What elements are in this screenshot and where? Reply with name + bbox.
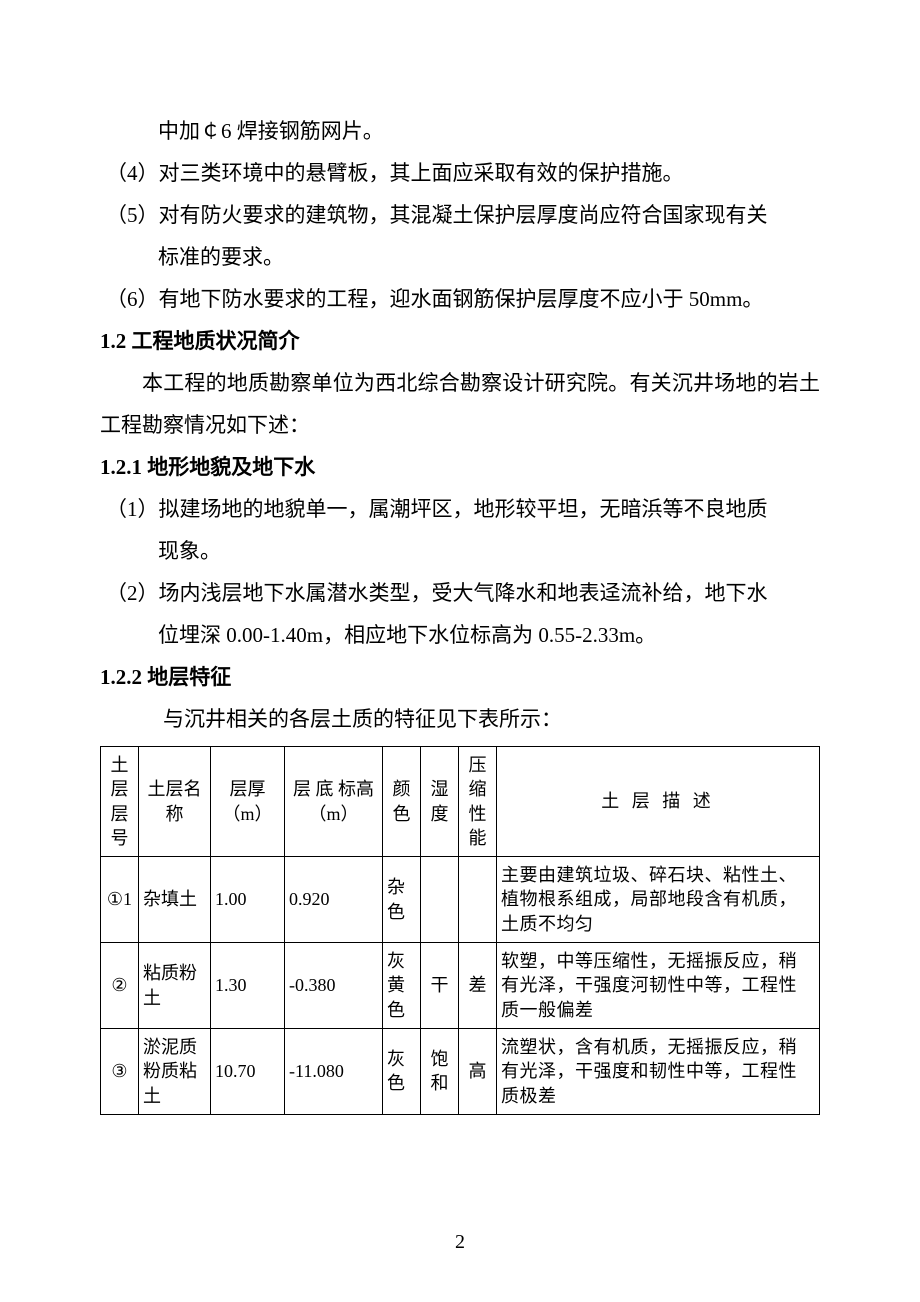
cell: 主要由建筑垃圾、碎石块、粘性土、植物根系组成，局部地段含有机质，土质不均匀 bbox=[497, 857, 820, 943]
paragraph-1-2-2: 与沉井相关的各层土质的特征见下表所示： bbox=[100, 698, 820, 740]
list-item-6: （6）有地下防水要求的工程，迎水面钢筋保护层厚度不应小于 50mm。 bbox=[106, 278, 820, 320]
cell: 粘质粉土 bbox=[139, 943, 211, 1029]
cell: 0.920 bbox=[285, 857, 383, 943]
cell: ② bbox=[101, 943, 139, 1029]
col-header: 层厚（m） bbox=[211, 747, 285, 857]
table-row: ② 粘质粉土 1.30 -0.380 灰黄色 干 差 软塑，中等压缩性，无摇振反… bbox=[101, 943, 820, 1029]
paragraph-1-2: 本工程的地质勘察单位为西北综合勘察设计研究院。有关沉井场地的岩土工程勘察情况如下… bbox=[100, 362, 820, 446]
soil-layer-table: 土层层号 土层名称 层厚（m） 层 底 标高 （m） 颜色 湿度 压缩性能 土 … bbox=[100, 746, 820, 1115]
heading-1-2-2: 1.2.2 地层特征 bbox=[100, 656, 820, 698]
cell: 杂色 bbox=[383, 857, 421, 943]
cell: 高 bbox=[459, 1028, 497, 1114]
col-header: 湿度 bbox=[421, 747, 459, 857]
cell: 淤泥质粉质粘土 bbox=[139, 1028, 211, 1114]
col-header: 压缩性能 bbox=[459, 747, 497, 857]
list-item-4: （4）对三类环境中的悬臂板，其上面应采取有效的保护措施。 bbox=[106, 152, 820, 194]
cell: 杂填土 bbox=[139, 857, 211, 943]
col-header: 土 层 描 述 bbox=[497, 747, 820, 857]
cell: 1.30 bbox=[211, 943, 285, 1029]
col-header: 土层层号 bbox=[101, 747, 139, 857]
page-number: 2 bbox=[0, 1231, 920, 1254]
table-header-row: 土层层号 土层名称 层厚（m） 层 底 标高 （m） 颜色 湿度 压缩性能 土 … bbox=[101, 747, 820, 857]
cell: ③ bbox=[101, 1028, 139, 1114]
heading-1-2: 1.2 工程地质状况简介 bbox=[100, 320, 820, 362]
list-item-121-1-line1: （1）拟建场地的地貌单一，属潮坪区，地形较平坦，无暗浜等不良地质 bbox=[106, 488, 820, 530]
heading-1-2-1: 1.2.1 地形地貌及地下水 bbox=[100, 446, 820, 488]
cell: ①1 bbox=[101, 857, 139, 943]
cell: -11.080 bbox=[285, 1028, 383, 1114]
list-item-5-line2: 标准的要求。 bbox=[100, 236, 820, 278]
col-header: 层 底 标高 （m） bbox=[285, 747, 383, 857]
cell bbox=[459, 857, 497, 943]
cell: 差 bbox=[459, 943, 497, 1029]
table-row: ①1 杂填土 1.00 0.920 杂色 主要由建筑垃圾、碎石块、粘性土、植物根… bbox=[101, 857, 820, 943]
list-item-121-1-line2: 现象。 bbox=[100, 530, 820, 572]
col-header: 颜色 bbox=[383, 747, 421, 857]
cell: 灰黄色 bbox=[383, 943, 421, 1029]
cell: 灰色 bbox=[383, 1028, 421, 1114]
list-item-121-2-line1: （2）场内浅层地下水属潜水类型，受大气降水和地表迳流补给，地下水 bbox=[106, 572, 820, 614]
cell: 1.00 bbox=[211, 857, 285, 943]
cell: 软塑，中等压缩性，无摇振反应，稍有光泽，干强度河韧性中等，工程性质一般偏差 bbox=[497, 943, 820, 1029]
cell: 10.70 bbox=[211, 1028, 285, 1114]
col-header: 土层名称 bbox=[139, 747, 211, 857]
cell: 饱和 bbox=[421, 1028, 459, 1114]
list-item-5-line1: （5）对有防火要求的建筑物，其混凝土保护层厚度尚应符合国家现有关 bbox=[106, 194, 820, 236]
list-item-121-2-line2: 位埋深 0.00-1.40m，相应地下水位标高为 0.55-2.33m。 bbox=[100, 614, 820, 656]
cell: 流塑状，含有机质，无摇振反应，稍有光泽，干强度和韧性中等，工程性质极差 bbox=[497, 1028, 820, 1114]
cell: 干 bbox=[421, 943, 459, 1029]
continuation-line: 中加￠6 焊接钢筋网片。 bbox=[100, 110, 820, 152]
cell: -0.380 bbox=[285, 943, 383, 1029]
table-row: ③ 淤泥质粉质粘土 10.70 -11.080 灰色 饱和 高 流塑状，含有机质… bbox=[101, 1028, 820, 1114]
cell bbox=[421, 857, 459, 943]
